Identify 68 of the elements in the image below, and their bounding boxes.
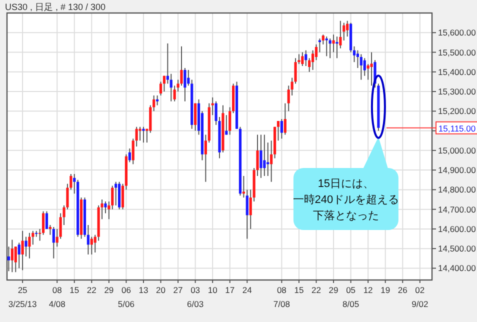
candlestick bbox=[142, 126, 145, 144]
candlestick bbox=[24, 236, 28, 257]
y-tick-label: 15,000.00 bbox=[438, 145, 476, 156]
x-tick-label: 10 bbox=[208, 285, 218, 295]
candlestick bbox=[370, 52, 373, 86]
candlestick bbox=[28, 232, 31, 259]
x-tick-label: 15 bbox=[70, 285, 80, 295]
candlestick bbox=[263, 134, 266, 176]
candlestick bbox=[346, 20, 349, 38]
annotation: 下落となった bbox=[312, 209, 379, 222]
candlestick bbox=[301, 52, 304, 67]
x-tick-label: 15 bbox=[294, 285, 304, 295]
candlestick bbox=[21, 230, 24, 271]
candlestick bbox=[18, 242, 20, 269]
x-tick-label: 06 5/06 bbox=[118, 285, 135, 309]
candlestick bbox=[280, 118, 283, 140]
y-tick-label: 14,400.00 bbox=[438, 263, 476, 274]
y-tick-label: 14,700.00 bbox=[438, 204, 476, 214]
x-tick-label: 03 6/03 bbox=[187, 285, 204, 309]
candlestick bbox=[304, 50, 308, 67]
x-tick-label: 08 7/08 bbox=[273, 285, 290, 309]
x-tick-label: 22 bbox=[86, 285, 97, 295]
candlestick bbox=[14, 246, 17, 273]
candlestick bbox=[260, 134, 262, 178]
x-tick-label: 29 bbox=[328, 285, 339, 295]
y-tick-label: 14,600.00 bbox=[438, 224, 476, 234]
candlestick bbox=[360, 54, 362, 80]
candlestick bbox=[284, 102, 286, 136]
candlestick bbox=[52, 226, 55, 259]
y-tick-label: 14,500.00 bbox=[438, 244, 476, 254]
candlestick bbox=[325, 36, 328, 57]
x-tick-label: 02 9/02 bbox=[412, 285, 428, 309]
candlestick bbox=[336, 36, 338, 59]
candlestick bbox=[118, 181, 121, 210]
y-tick-label: 15,500.00 bbox=[438, 47, 476, 58]
annotation: 15日には、 bbox=[318, 178, 374, 190]
x-tick-label: 17 bbox=[225, 285, 235, 295]
candlestick bbox=[194, 102, 197, 132]
x-tick-label: 29 bbox=[104, 285, 114, 295]
candlestick bbox=[128, 148, 131, 163]
candlestick bbox=[363, 58, 366, 76]
x-tick-label: 20 bbox=[156, 285, 166, 295]
y-tick-label: 15,200.00 bbox=[438, 106, 476, 116]
candlestick bbox=[90, 236, 93, 255]
candlestick bbox=[156, 94, 159, 106]
ref-line-label: 15,115.00 bbox=[438, 123, 476, 134]
candlestick bbox=[138, 126, 142, 142]
x-tick-label: 24 bbox=[242, 285, 252, 295]
y-tick-label: 15,300.00 bbox=[438, 86, 476, 97]
x-tick-label: 25 3/25/13 bbox=[8, 285, 37, 309]
x-tick-label: 05 8/05 bbox=[342, 285, 360, 309]
x-tick-label: 27 bbox=[173, 285, 184, 295]
x-tick-label: 12 bbox=[363, 285, 374, 295]
candlestick bbox=[246, 189, 248, 240]
annotation: 一時240ドルを超える bbox=[292, 193, 400, 206]
x-tick-label: 22 bbox=[312, 285, 322, 295]
x-tick-label: 08 4/08 bbox=[48, 285, 66, 309]
x-tick-label: 19 bbox=[380, 285, 390, 295]
y-tick-label: 14,800.00 bbox=[438, 184, 476, 195]
y-tick-label: 15,400.00 bbox=[438, 66, 476, 77]
candlestick bbox=[170, 73, 172, 102]
y-tick-label: 15,600.00 bbox=[438, 28, 476, 38]
x-tick-label: 26 bbox=[398, 285, 408, 295]
x-tick-label: 13 bbox=[138, 285, 148, 295]
candlestick bbox=[266, 142, 270, 176]
y-tick-label: 14,900.00 bbox=[438, 165, 476, 176]
candlestick bbox=[10, 239, 14, 273]
chart-title: US30 , 日足 , # 130 / 300 bbox=[5, 2, 106, 12]
